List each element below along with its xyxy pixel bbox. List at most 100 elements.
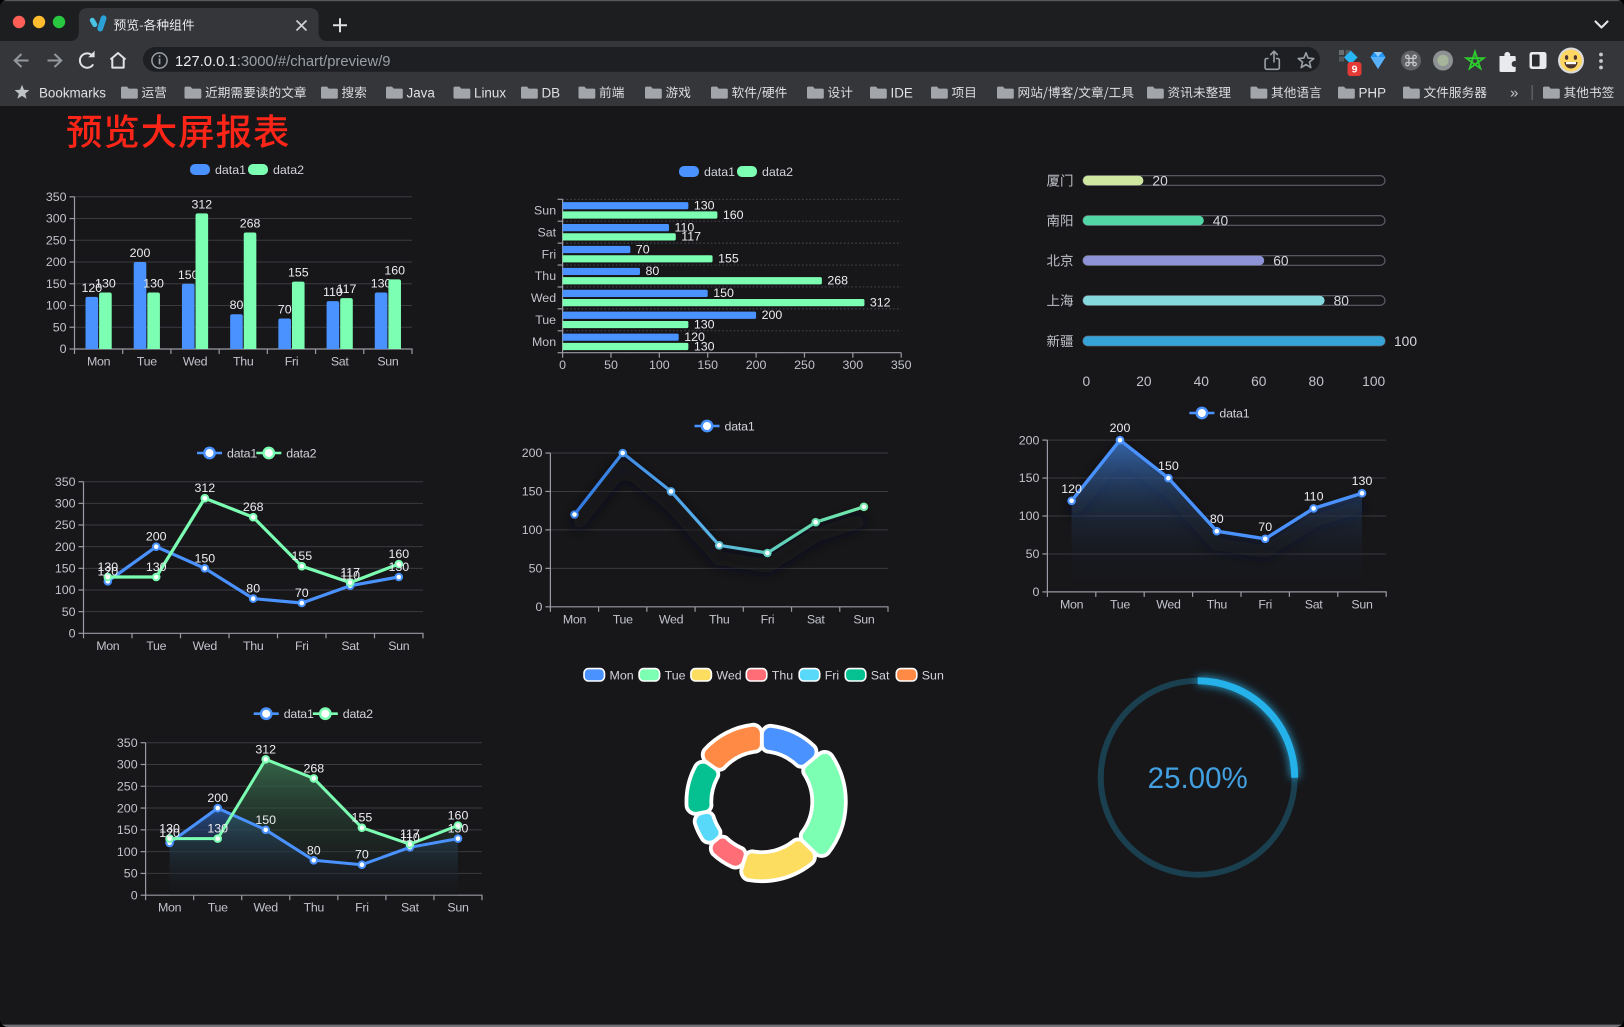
svg-text:Fri: Fri	[295, 639, 309, 653]
svg-text:100: 100	[649, 358, 670, 372]
svg-text:130: 130	[143, 277, 164, 291]
svg-text:Sun: Sun	[534, 204, 556, 218]
svg-text:Sun: Sun	[922, 668, 944, 682]
svg-text:100: 100	[1394, 334, 1417, 349]
svg-text:data2: data2	[343, 707, 373, 721]
svg-text:data1: data1	[284, 707, 314, 721]
svg-text:Sat: Sat	[537, 225, 556, 239]
svg-text:Mon: Mon	[1060, 597, 1084, 611]
svg-text:Wed: Wed	[716, 668, 741, 682]
svg-text:50: 50	[1026, 547, 1040, 561]
svg-text:Wed: Wed	[254, 901, 279, 915]
svg-text:150: 150	[1019, 471, 1040, 485]
svg-text:Tue: Tue	[208, 901, 228, 915]
svg-text:200: 200	[746, 358, 767, 372]
svg-text:Tue: Tue	[146, 639, 166, 653]
svg-text:160: 160	[388, 547, 409, 561]
svg-text:DB: DB	[542, 85, 561, 100]
svg-text:155: 155	[291, 549, 312, 563]
svg-text:200: 200	[146, 530, 167, 544]
svg-text:130: 130	[146, 560, 167, 574]
svg-text:60: 60	[1251, 374, 1267, 389]
svg-text:0: 0	[1083, 374, 1091, 389]
svg-text:130: 130	[1352, 474, 1373, 488]
svg-text:Mon: Mon	[610, 668, 634, 682]
svg-text:data1: data1	[725, 419, 755, 433]
svg-text:Mon: Mon	[87, 355, 111, 369]
svg-text:120: 120	[159, 826, 180, 840]
svg-text:127.0.0.1:3000/#/chart/preview: 127.0.0.1:3000/#/chart/preview/9	[175, 54, 391, 70]
svg-text:Sun: Sun	[447, 901, 469, 915]
svg-text:Mon: Mon	[158, 901, 182, 915]
svg-text:Fri: Fri	[355, 901, 369, 915]
svg-text:50: 50	[604, 358, 618, 372]
svg-text:Sun: Sun	[377, 355, 399, 369]
svg-text:150: 150	[697, 358, 718, 372]
svg-text:130: 130	[448, 822, 469, 836]
svg-text:200: 200	[1110, 421, 1131, 435]
svg-text:150: 150	[55, 562, 76, 576]
svg-text:70: 70	[278, 303, 292, 317]
svg-text:40: 40	[1194, 374, 1210, 389]
svg-text:data1: data1	[215, 163, 246, 177]
svg-text:Sun: Sun	[853, 612, 875, 626]
svg-text:Sat: Sat	[401, 901, 420, 915]
svg-text:Sat: Sat	[341, 639, 360, 653]
svg-text:350: 350	[46, 190, 67, 204]
svg-text:50: 50	[529, 562, 543, 576]
svg-text:130: 130	[371, 277, 392, 291]
svg-text:80: 80	[307, 843, 321, 857]
svg-text:117: 117	[340, 566, 360, 580]
svg-text:70: 70	[295, 586, 309, 600]
svg-text:350: 350	[117, 736, 138, 750]
svg-text:200: 200	[207, 791, 228, 805]
svg-text:268: 268	[303, 761, 324, 775]
svg-text:25.00%: 25.00%	[1148, 762, 1248, 795]
svg-text:130: 130	[694, 339, 715, 353]
svg-text:300: 300	[46, 212, 67, 226]
svg-text:300: 300	[117, 758, 138, 772]
svg-text:160: 160	[723, 208, 744, 222]
svg-text:160: 160	[448, 809, 469, 823]
svg-text:130: 130	[97, 560, 118, 574]
svg-text:80: 80	[230, 298, 244, 312]
svg-text:Sun: Sun	[388, 639, 410, 653]
svg-text:0: 0	[131, 888, 138, 902]
svg-text:110: 110	[323, 285, 343, 299]
svg-text:250: 250	[117, 780, 138, 794]
svg-text:312: 312	[191, 197, 212, 211]
svg-text:data2: data2	[273, 163, 304, 177]
svg-text:Wed: Wed	[531, 291, 556, 305]
svg-text:0: 0	[559, 358, 566, 372]
svg-text:120: 120	[81, 281, 102, 295]
svg-text:150: 150	[46, 277, 67, 291]
svg-text:Sat: Sat	[807, 612, 826, 626]
svg-text:20: 20	[1152, 174, 1168, 189]
svg-text:Thu: Thu	[772, 668, 793, 682]
svg-text:Wed: Wed	[659, 612, 684, 626]
svg-text:100: 100	[117, 845, 138, 859]
svg-text:80: 80	[1210, 512, 1224, 526]
svg-text:60: 60	[1273, 254, 1289, 269]
svg-text:0: 0	[535, 600, 542, 614]
svg-text:100: 100	[522, 523, 543, 537]
svg-text:200: 200	[522, 446, 543, 460]
svg-text:Sun: Sun	[1351, 597, 1373, 611]
svg-text:Thu: Thu	[535, 269, 556, 283]
svg-text:312: 312	[255, 742, 276, 756]
svg-text:300: 300	[55, 497, 76, 511]
svg-text:130: 130	[694, 317, 715, 331]
svg-text:Tue: Tue	[535, 313, 556, 327]
svg-text:200: 200	[117, 801, 138, 815]
svg-text:Thu: Thu	[1207, 597, 1228, 611]
svg-text:110: 110	[400, 830, 420, 844]
svg-text:250: 250	[55, 518, 76, 532]
svg-text:300: 300	[842, 358, 863, 372]
svg-text:Mon: Mon	[96, 639, 120, 653]
svg-text:Tue: Tue	[137, 355, 157, 369]
svg-text:150: 150	[194, 551, 215, 565]
svg-text:200: 200	[46, 255, 67, 269]
svg-text:Bookmarks: Bookmarks	[39, 85, 106, 100]
svg-text:120: 120	[684, 330, 705, 344]
svg-text:100: 100	[1362, 374, 1385, 389]
